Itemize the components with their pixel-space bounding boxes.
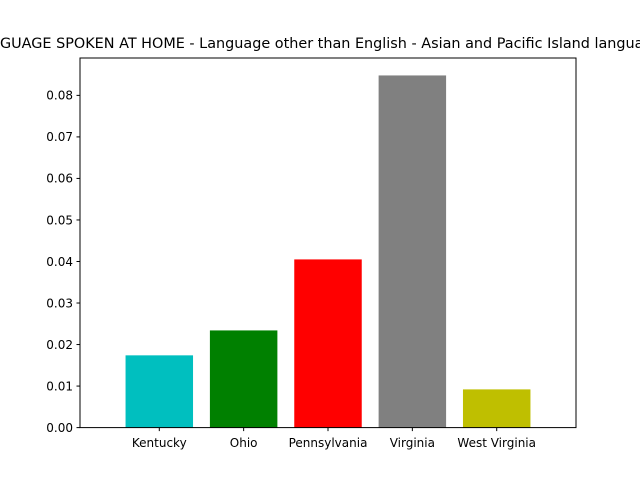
x-tick-label: Virginia — [390, 436, 435, 450]
y-tick-label: 0.03 — [46, 296, 73, 310]
y-axis: 0.00 0.01 0.02 0.03 0.04 0.05 0.06 0.07 0.08 — [46, 89, 80, 435]
bar-ohio — [209, 330, 278, 428]
y-tick-label: 0.05 — [46, 213, 73, 227]
y-tick-label: 0.08 — [46, 89, 73, 103]
x-tick-label: Kentucky — [132, 436, 187, 450]
y-tick-label: 0.01 — [46, 379, 73, 393]
y-tick-label: 0.07 — [46, 130, 73, 144]
y-tick-label: 0.04 — [46, 255, 73, 269]
x-axis: Kentucky Ohio Pennsylvania Virginia West Vir… — [132, 427, 536, 450]
y-tick-label: 0.00 — [46, 421, 73, 435]
bar-west-virginia — [462, 389, 531, 428]
bar-pennsylvania — [294, 259, 362, 428]
x-tick-label: Pennsylvania — [289, 436, 368, 450]
bars-group — [125, 75, 531, 428]
chart-title: LANGUAGE SPOKEN AT HOME - Language other… — [0, 36, 640, 52]
y-tick-label: 0.06 — [46, 172, 73, 186]
y-tick-label: 0.02 — [46, 338, 73, 352]
x-tick-label: Ohio — [230, 436, 258, 450]
x-tick-label: West Virginia — [457, 436, 536, 450]
bar-kentucky — [125, 355, 194, 428]
bar-virginia — [378, 75, 447, 428]
